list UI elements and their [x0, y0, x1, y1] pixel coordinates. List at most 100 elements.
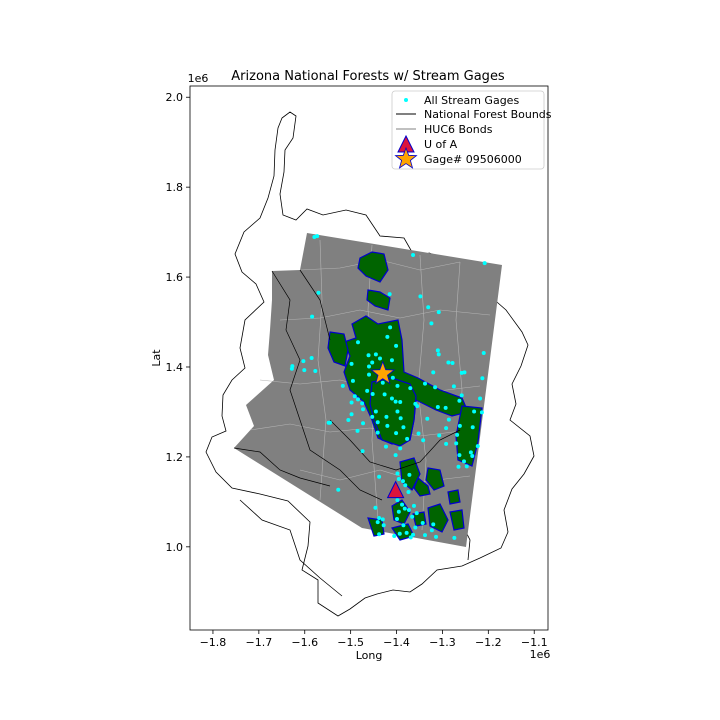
stream-gage-point: [425, 416, 430, 421]
stream-gage-point: [394, 516, 399, 521]
map-layer: [205, 111, 535, 617]
forest-prescott-west: [327, 331, 349, 367]
stream-gage-point: [464, 464, 469, 469]
stream-gage-point: [375, 520, 380, 525]
stream-gage-point: [370, 360, 375, 365]
stream-gage-point: [381, 523, 386, 528]
stream-gage-point: [393, 399, 398, 404]
stream-gage-point: [437, 433, 442, 438]
stream-gage-point: [454, 441, 459, 446]
stream-gage-point: [377, 516, 382, 521]
stream-gage-point: [310, 314, 315, 319]
stream-gage-point: [398, 400, 403, 405]
stream-gage-point: [411, 253, 416, 258]
legend-label-nf-bounds: National Forest Bounds: [424, 108, 552, 121]
stream-gage-point: [411, 532, 416, 537]
stream-gage-point: [360, 401, 365, 406]
stream-gage-point: [457, 423, 462, 428]
legend-label-huc6: HUC6 Bonds: [424, 123, 493, 136]
stream-gage-point: [455, 432, 460, 437]
stream-gage-point: [394, 343, 399, 348]
stream-gage-point: [451, 384, 456, 389]
stream-gage-point: [373, 505, 378, 510]
stream-gage-point: [429, 528, 434, 533]
stream-gage-point: [313, 369, 318, 374]
stream-gage-point: [398, 416, 403, 421]
stream-gage-point: [349, 361, 354, 366]
x-tick-label: −1.8: [200, 636, 227, 649]
stream-gage-point: [301, 359, 306, 364]
chart-title: Arizona National Forests w/ Stream Gages: [231, 69, 505, 84]
stream-gage-point: [360, 449, 365, 454]
stream-gage-point: [393, 453, 398, 458]
stream-gage-point: [370, 414, 375, 419]
stream-gage-point: [462, 459, 467, 464]
x-offset-label: 1e6: [530, 648, 551, 661]
stream-gage-point: [398, 446, 403, 451]
stream-gage-point: [404, 530, 409, 535]
forest-kaibab-north: [357, 251, 389, 283]
stream-gage-point: [470, 454, 475, 459]
stream-gage-point: [397, 531, 402, 536]
stream-gage-point: [422, 381, 427, 386]
stream-gage-point: [366, 353, 371, 358]
stream-gage-point: [480, 376, 485, 381]
stream-gage-point: [394, 431, 399, 436]
stream-gage-point: [401, 523, 406, 528]
gage-09506000-marker: [370, 360, 396, 385]
stream-gage-point: [289, 366, 294, 371]
stream-gage-point: [429, 321, 434, 326]
y-tick-label: 1.6: [166, 271, 184, 284]
x-tick-label: −1.4: [383, 636, 410, 649]
stream-gage-point: [380, 517, 385, 522]
stream-gage-point: [475, 444, 480, 449]
stream-gage-point: [377, 474, 382, 479]
stream-gage-point: [443, 405, 448, 410]
nf-bounds-interior: [233, 269, 461, 501]
legend-label-uofa: U of A: [424, 138, 458, 151]
stream-gage-point: [408, 535, 413, 540]
stream-gage-point: [377, 532, 382, 537]
stream-gage-point: [450, 360, 455, 365]
stream-gage-point: [390, 375, 395, 380]
y-axis: 1.0 1.2 1.4 1.6 1.8 2.0: [166, 91, 190, 554]
forest-tonto: [369, 377, 417, 447]
y-tick-label: 1.0: [166, 541, 184, 554]
stream-gage-point: [434, 534, 439, 539]
stream-gage-point: [468, 450, 473, 455]
stream-gage-point: [388, 325, 393, 330]
stream-gage-point: [365, 388, 370, 393]
stream-gage-point: [389, 358, 394, 363]
stream-gage-point: [370, 391, 375, 396]
stream-gage-point: [457, 398, 462, 403]
stream-gage-point: [481, 351, 486, 356]
stream-gage-point: [349, 400, 354, 405]
stream-gage-point: [375, 430, 380, 435]
stream-gage-point: [482, 261, 487, 266]
stream-gage-point: [403, 483, 408, 488]
stream-gage-point: [418, 294, 423, 299]
stream-gage-point: [472, 409, 477, 414]
stream-gage-point: [413, 525, 418, 530]
stream-gage-point: [415, 404, 420, 409]
u-of-a-marker: [386, 480, 405, 499]
forest-coronado-9: [447, 489, 461, 505]
y-axis-label: Lat: [150, 349, 163, 367]
stream-gage-point: [395, 471, 400, 476]
stream-gage-point: [406, 489, 411, 494]
legend-label-gage-star: Gage# 09506000: [424, 153, 522, 166]
stream-gage-point: [446, 360, 451, 365]
stream-gage-point: [355, 340, 360, 345]
stream-gage-point: [402, 506, 407, 511]
x-tick-label: −1.3: [429, 636, 456, 649]
stream-gage-point: [400, 502, 405, 507]
legend-box: [391, 90, 545, 170]
stream-gage-point: [326, 420, 331, 425]
stream-gage-point: [452, 535, 457, 540]
stream-gage-point: [446, 417, 451, 422]
stream-gage-point: [435, 405, 440, 410]
y-tick-label: 1.4: [166, 361, 184, 374]
stream-gage-point: [380, 380, 385, 385]
stream-gage-point: [367, 364, 371, 369]
